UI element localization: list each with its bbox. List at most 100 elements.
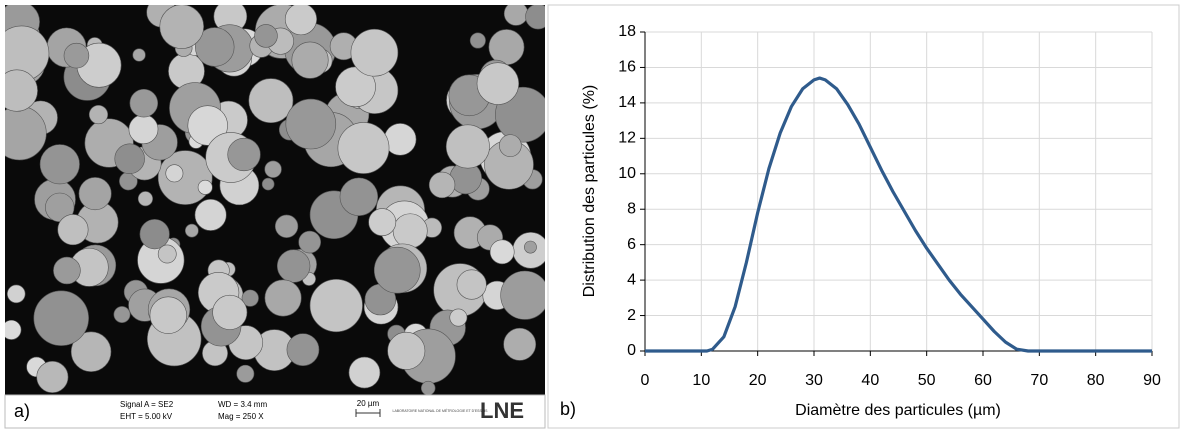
particle	[254, 24, 278, 48]
particle	[286, 333, 320, 367]
particle	[63, 42, 90, 69]
info-text: Mag = 250 X	[218, 412, 264, 421]
particle	[276, 249, 311, 283]
particle	[309, 279, 363, 333]
particle	[392, 213, 428, 249]
y-tick-label: 16	[618, 59, 636, 76]
particle	[78, 177, 112, 211]
particle	[348, 356, 381, 389]
particle	[456, 269, 487, 300]
particle	[489, 239, 515, 265]
x-tick-label: 40	[861, 372, 879, 389]
particle	[449, 308, 468, 327]
panel-label: b)	[560, 399, 576, 419]
particle	[33, 290, 89, 346]
y-tick-label: 14	[618, 94, 636, 111]
particle	[339, 177, 379, 216]
particle	[420, 380, 436, 395]
particle	[291, 41, 329, 79]
particle	[5, 319, 22, 340]
particle	[500, 270, 545, 320]
particle	[88, 104, 109, 125]
particle	[197, 179, 213, 195]
particle	[227, 137, 261, 172]
particle	[187, 105, 228, 146]
particle	[241, 289, 259, 307]
particle	[524, 240, 537, 254]
particle	[264, 279, 302, 317]
x-tick-label: 0	[641, 372, 650, 389]
particle	[261, 177, 275, 191]
x-tick-label: 60	[974, 372, 992, 389]
particle	[70, 331, 112, 372]
particle	[476, 62, 520, 105]
x-tick-label: 30	[805, 372, 823, 389]
logo: LNE	[480, 398, 524, 423]
particle	[5, 69, 38, 112]
particle	[274, 214, 299, 238]
particle	[139, 219, 170, 250]
x-axis-label: Diamètre des particules (µm)	[795, 402, 1001, 419]
particle	[149, 296, 187, 334]
panel-label: a)	[14, 401, 30, 421]
y-tick-label: 8	[627, 200, 636, 217]
x-tick-label: 90	[1143, 372, 1161, 389]
particle	[184, 223, 199, 238]
scale-bar	[355, 409, 381, 417]
particle	[445, 124, 490, 169]
y-axis-label: Distribution des particules (%)	[581, 85, 598, 298]
particle	[132, 48, 146, 62]
particle	[39, 144, 80, 185]
particle	[129, 88, 159, 118]
x-tick-label: 70	[1030, 372, 1048, 389]
particle	[128, 114, 159, 145]
particle	[165, 164, 184, 183]
data-line	[645, 76, 1152, 353]
particle	[236, 364, 255, 383]
particle	[350, 28, 399, 77]
info-text: WD = 3.4 mm	[218, 400, 267, 409]
particle	[337, 122, 390, 174]
y-tick-label: 6	[627, 236, 636, 253]
particles	[5, 5, 545, 395]
particle	[157, 150, 213, 205]
particle	[469, 32, 486, 49]
particle	[53, 256, 81, 285]
particle	[284, 5, 317, 36]
particle	[503, 327, 537, 361]
particle	[212, 294, 248, 330]
particle	[113, 306, 131, 323]
info-text: EHT = 5.00 kV	[120, 412, 173, 421]
particle	[368, 208, 397, 237]
particle	[373, 246, 421, 294]
y-tick-label: 18	[618, 23, 636, 40]
info-text: Signal A = SE2	[120, 400, 174, 409]
logo-text: LABORATOIRE NATIONAL DE MÉTROLOGIE ET D'…	[393, 408, 489, 413]
particle	[36, 360, 69, 393]
particle	[525, 5, 545, 30]
info-bar	[4, 394, 546, 429]
particle	[137, 191, 153, 207]
y-tick-label: 10	[618, 165, 636, 182]
particle	[194, 198, 227, 231]
particle	[285, 98, 337, 150]
particle	[499, 134, 522, 157]
particle	[6, 284, 26, 304]
x-tick-label: 50	[918, 372, 936, 389]
y-tick-label: 0	[627, 342, 636, 359]
particle	[264, 160, 282, 178]
particle	[248, 78, 294, 124]
x-tick-label: 10	[692, 372, 710, 389]
particle	[159, 5, 204, 49]
particle	[298, 230, 321, 254]
x-tick-label: 20	[749, 372, 767, 389]
x-tick-label: 80	[1087, 372, 1105, 389]
particle	[488, 29, 525, 66]
scale-label: 20 µm	[357, 399, 380, 408]
particle	[387, 331, 426, 370]
particle	[157, 244, 177, 264]
particle	[57, 214, 89, 246]
particle	[503, 5, 529, 26]
particle	[114, 143, 145, 174]
